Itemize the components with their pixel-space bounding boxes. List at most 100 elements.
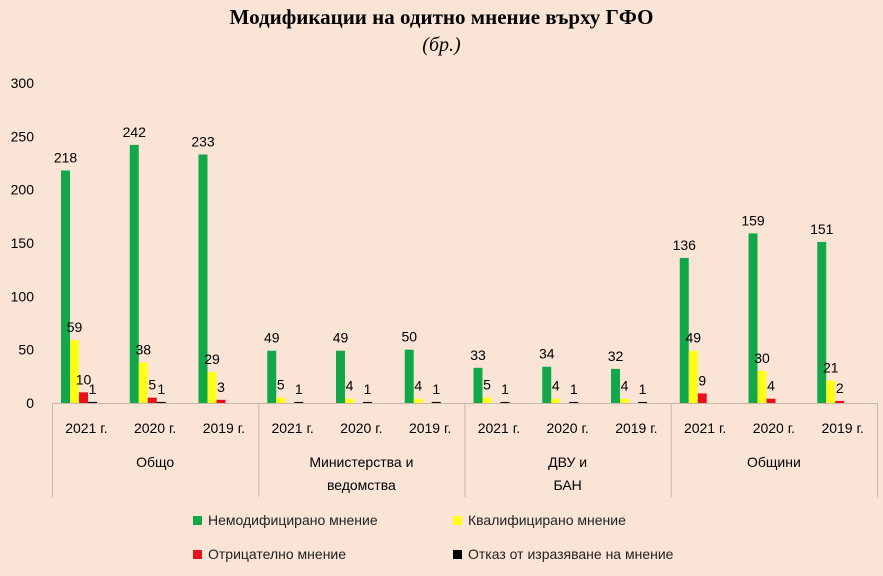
bar: [129, 144, 139, 403]
x-tick-label: 2020 г.: [546, 420, 588, 436]
group-label: ДВУ и: [548, 454, 587, 470]
legend-swatch-adverse: [193, 549, 202, 559]
x-tick-label: 2019 г.: [409, 420, 451, 436]
data-label: 38: [135, 341, 151, 357]
data-label: 49: [333, 330, 349, 346]
bar: [826, 380, 836, 403]
bar: [766, 398, 776, 403]
data-label: 1: [639, 381, 647, 397]
bar: [473, 367, 483, 403]
bar: [404, 349, 414, 403]
bar: [835, 400, 845, 403]
bar: [363, 401, 372, 403]
legend-label-unmodified: Немодифицирано мнение: [208, 512, 378, 528]
legend-label-adverse: Отрицателно мнение: [208, 546, 347, 562]
data-label: 1: [295, 381, 303, 397]
data-label: 5: [483, 377, 491, 393]
y-tick-label: 100: [11, 288, 35, 304]
data-label: 233: [191, 133, 215, 149]
x-tick-label: 2021 г.: [478, 420, 520, 436]
legend-item-disclaimer: Отказ от изразяване на мнение: [453, 546, 673, 562]
y-tick-label: 300: [11, 75, 35, 91]
chart-legend: Немодифицирано мнение Квалифицирано мнен…: [0, 512, 883, 572]
bar: [500, 401, 510, 403]
data-label: 29: [204, 351, 220, 367]
data-label: 4: [621, 378, 629, 394]
data-label: 4: [552, 378, 560, 394]
y-tick-label: 250: [11, 128, 35, 144]
x-tick-label: 2020 г.: [134, 420, 176, 436]
legend-swatch-disclaimer: [453, 549, 462, 559]
data-label: 136: [673, 237, 697, 253]
data-label: 33: [470, 347, 486, 363]
x-tick-label: 2020 г.: [753, 420, 795, 436]
data-label: 1: [432, 381, 440, 397]
chart-title: Модификации на одитно мнение върху ГФО: [229, 5, 654, 29]
data-label: 32: [608, 348, 624, 364]
bar: [569, 401, 579, 403]
data-label: 159: [741, 212, 765, 228]
bar: [551, 398, 561, 403]
bar: [413, 398, 423, 403]
bar: [207, 372, 217, 403]
chart-subtitle: (бр.): [422, 34, 461, 56]
data-label: 4: [767, 378, 775, 394]
data-label: 4: [414, 378, 422, 394]
data-label: 5: [148, 377, 156, 393]
bar: [198, 154, 208, 403]
x-tick-label: 2020 г.: [340, 420, 382, 436]
y-tick-label: 150: [11, 235, 35, 251]
bar: [638, 401, 647, 403]
legend-swatch-qualified: [453, 515, 462, 525]
bar: [817, 241, 827, 403]
data-label: 21: [823, 360, 839, 376]
data-label: 218: [54, 149, 78, 165]
x-tick-label: 2021 г.: [65, 420, 107, 436]
legend-label-disclaimer: Отказ от изразяване на мнение: [468, 546, 674, 562]
bar: [70, 340, 79, 403]
data-label: 59: [67, 319, 83, 335]
bar: [138, 362, 148, 403]
legend-item-qualified: Квалифицирано мнение: [453, 512, 626, 528]
legend-swatch-unmodified: [193, 515, 202, 525]
bar: [216, 399, 226, 403]
bar: [147, 397, 157, 403]
data-label: 1: [501, 381, 509, 397]
bar: [294, 401, 304, 403]
x-tick-label: 2019 г.: [821, 420, 863, 436]
bar: [336, 350, 345, 403]
bar: [611, 368, 620, 403]
data-label: 3: [217, 379, 225, 395]
x-tick-label: 2021 г.: [684, 420, 726, 436]
data-label: 50: [401, 329, 417, 345]
bar: [79, 392, 88, 403]
bar: [431, 401, 441, 403]
x-tick-label: 2021 г.: [271, 420, 313, 436]
x-tick-label: 2019 г.: [203, 420, 245, 436]
data-label: 1: [157, 381, 165, 397]
group-label: Министерства и: [309, 454, 413, 470]
data-label: 2: [836, 380, 844, 396]
bar: [542, 366, 552, 403]
data-label: 49: [264, 330, 280, 346]
bar: [688, 350, 698, 403]
bar: [88, 401, 97, 403]
group-label: ведомства: [327, 477, 396, 493]
bar: [156, 401, 166, 403]
data-label: 151: [810, 221, 834, 237]
legend-item-adverse: Отрицателно мнение: [193, 546, 346, 562]
data-label: 242: [123, 124, 147, 140]
group-label: Общо: [136, 454, 174, 470]
bar: [679, 257, 689, 403]
legend-item-unmodified: Немодифицирано мнение: [193, 512, 378, 528]
bar: [697, 393, 707, 403]
legend-label-qualified: Квалифицирано мнение: [468, 512, 626, 528]
data-label: 9: [698, 372, 706, 388]
bar: [345, 398, 354, 403]
data-label: 1: [364, 381, 372, 397]
y-tick-label: 0: [26, 395, 34, 411]
data-label: 34: [539, 346, 555, 362]
bar: [757, 371, 767, 403]
bar: [620, 398, 629, 403]
